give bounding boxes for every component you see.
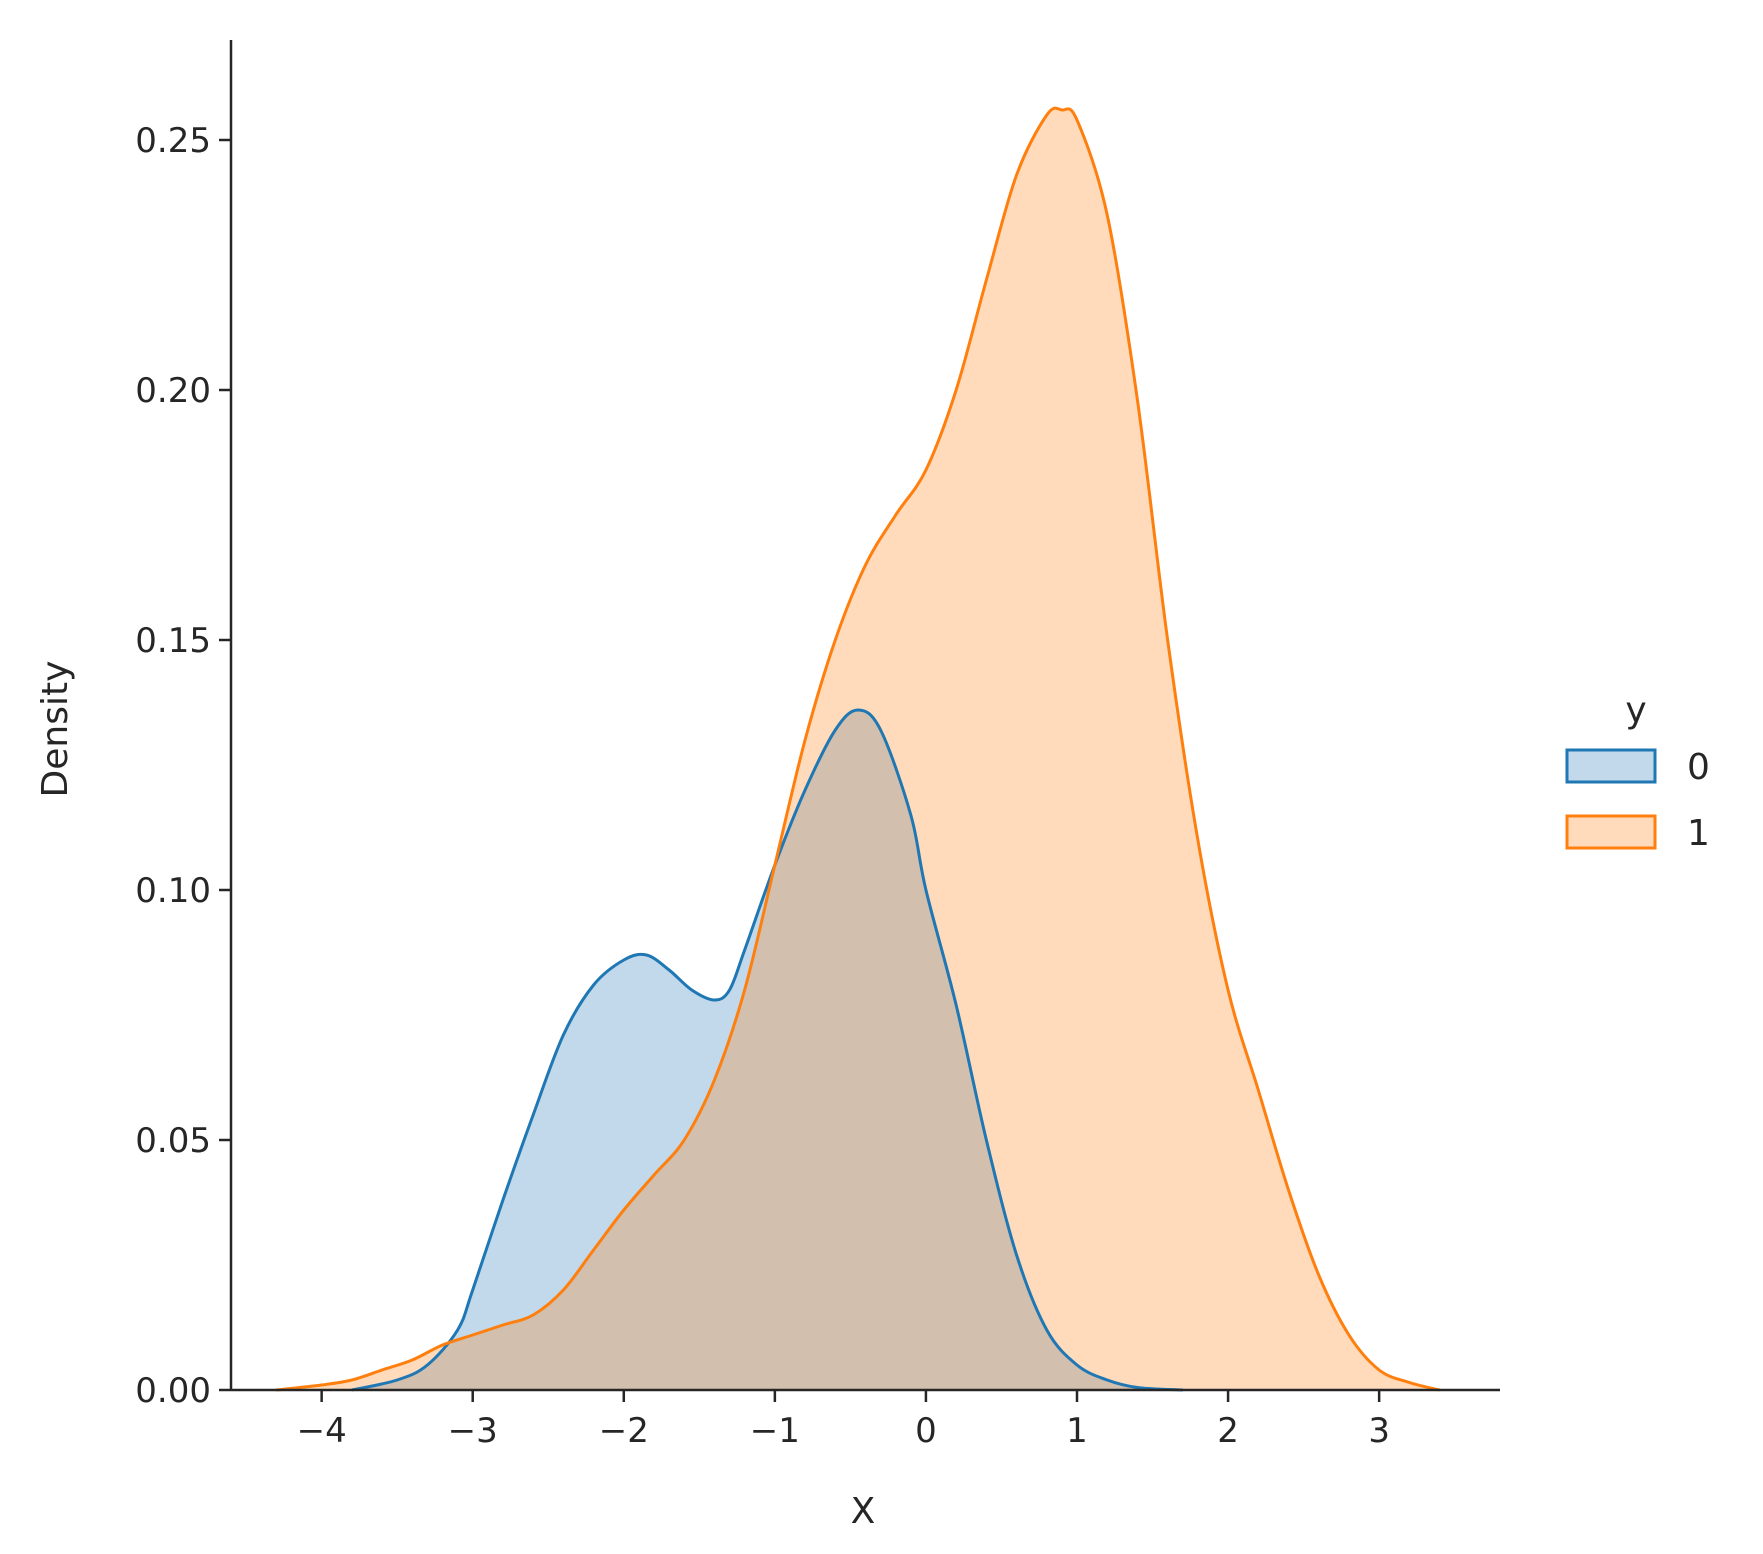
y-tick-label: 0.25 <box>135 121 211 161</box>
x-tick-label: −1 <box>750 1411 800 1451</box>
y-tick-label: 0.20 <box>135 371 211 411</box>
x-tick-label: 0 <box>915 1411 937 1451</box>
legend-swatch-0 <box>1565 748 1657 784</box>
series-0-fill <box>351 710 1183 1390</box>
y-axis-label: Density <box>35 661 76 798</box>
x-tick-label: −2 <box>599 1411 649 1451</box>
legend-label-1: 1 <box>1687 813 1710 854</box>
plot-area <box>276 106 1440 1392</box>
series-1-fill <box>276 108 1440 1391</box>
y-tick-label: 0.10 <box>135 871 211 911</box>
axes: −4 −3 −2 −1 0 1 2 3 0.00 0.05 0.10 0.15 0.20 0.25 <box>135 40 1500 1451</box>
x-tick-label: −4 <box>297 1411 347 1451</box>
y-tick-label: 0.05 <box>135 1121 211 1161</box>
y-tick-label: 0.15 <box>135 621 211 661</box>
y-tick-label: 0.00 <box>135 1371 211 1411</box>
legend-swatch-1 <box>1565 814 1657 850</box>
legend: y 0 1 <box>1565 690 1710 854</box>
x-tick-label: 3 <box>1368 1411 1390 1451</box>
legend-label-0: 0 <box>1687 747 1710 788</box>
x-tick-label: −3 <box>448 1411 498 1451</box>
series-1-line <box>276 106 1440 1392</box>
x-tick-label: 2 <box>1217 1411 1239 1451</box>
legend-title: y <box>1625 690 1646 731</box>
x-axis-label: X <box>851 1491 876 1532</box>
x-tick-label: 1 <box>1066 1411 1088 1451</box>
series-0-line <box>351 708 1183 1392</box>
